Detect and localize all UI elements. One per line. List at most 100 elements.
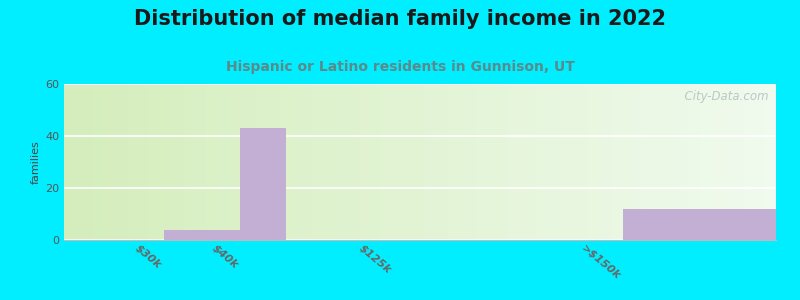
Bar: [228, 84, 231, 240]
Bar: [623, 84, 626, 240]
Bar: [509, 84, 513, 240]
Bar: [185, 84, 189, 240]
Bar: [346, 84, 349, 240]
Text: Distribution of median family income in 2022: Distribution of median family income in …: [134, 9, 666, 29]
Bar: [338, 84, 342, 240]
Bar: [217, 84, 221, 240]
Bar: [402, 84, 406, 240]
Bar: [702, 84, 705, 240]
Bar: [502, 84, 506, 240]
Bar: [637, 84, 641, 240]
Bar: [96, 84, 100, 240]
Bar: [562, 84, 566, 240]
Bar: [150, 84, 153, 240]
Bar: [89, 84, 93, 240]
Bar: [174, 84, 178, 240]
Bar: [242, 84, 246, 240]
Bar: [619, 84, 623, 240]
Bar: [434, 84, 438, 240]
Bar: [110, 84, 114, 240]
Bar: [153, 84, 157, 240]
Bar: [570, 84, 573, 240]
Bar: [189, 84, 192, 240]
Bar: [481, 84, 484, 240]
Bar: [210, 84, 214, 240]
Bar: [256, 84, 260, 240]
Bar: [395, 84, 398, 240]
Bar: [591, 84, 594, 240]
Bar: [391, 84, 395, 240]
Bar: [612, 84, 616, 240]
Bar: [598, 84, 602, 240]
Bar: [566, 84, 570, 240]
Bar: [249, 84, 253, 240]
Bar: [231, 84, 235, 240]
Bar: [246, 84, 249, 240]
Bar: [406, 84, 410, 240]
Bar: [263, 84, 267, 240]
Bar: [82, 84, 86, 240]
Bar: [594, 84, 598, 240]
Text: Hispanic or Latino residents in Gunnison, UT: Hispanic or Latino residents in Gunnison…: [226, 60, 574, 74]
Bar: [64, 84, 67, 240]
Bar: [384, 84, 388, 240]
Bar: [366, 84, 370, 240]
Bar: [698, 84, 702, 240]
Bar: [93, 84, 96, 240]
Bar: [278, 84, 281, 240]
Bar: [221, 84, 224, 240]
Bar: [641, 84, 644, 240]
Bar: [555, 84, 559, 240]
Bar: [420, 84, 423, 240]
Bar: [754, 84, 758, 240]
Bar: [324, 84, 327, 240]
Bar: [71, 84, 74, 240]
Bar: [488, 84, 491, 240]
Bar: [747, 84, 751, 240]
Bar: [445, 84, 449, 240]
Bar: [459, 84, 462, 240]
Bar: [285, 84, 288, 240]
Bar: [534, 84, 538, 240]
Bar: [167, 84, 171, 240]
Bar: [687, 84, 690, 240]
Bar: [630, 84, 634, 240]
Bar: [224, 84, 228, 240]
Bar: [530, 84, 534, 240]
Bar: [577, 84, 580, 240]
Bar: [559, 84, 562, 240]
Bar: [163, 230, 240, 240]
Bar: [623, 209, 800, 240]
Bar: [726, 84, 730, 240]
Bar: [662, 84, 666, 240]
Bar: [313, 84, 317, 240]
Bar: [506, 84, 509, 240]
Bar: [99, 84, 103, 240]
Bar: [744, 84, 747, 240]
Bar: [267, 84, 270, 240]
Bar: [292, 84, 295, 240]
Bar: [363, 84, 366, 240]
Bar: [106, 84, 110, 240]
Bar: [751, 84, 754, 240]
Bar: [302, 84, 306, 240]
Bar: [125, 84, 128, 240]
Bar: [157, 84, 160, 240]
Bar: [320, 84, 324, 240]
Text: City-Data.com: City-Data.com: [678, 90, 769, 103]
Bar: [438, 84, 442, 240]
Bar: [398, 84, 402, 240]
Bar: [374, 84, 378, 240]
Bar: [520, 84, 523, 240]
Bar: [722, 84, 726, 240]
Bar: [203, 84, 206, 240]
Bar: [128, 84, 132, 240]
Bar: [730, 84, 734, 240]
Bar: [86, 84, 89, 240]
Bar: [616, 84, 619, 240]
Bar: [526, 84, 530, 240]
Bar: [741, 84, 744, 240]
Bar: [470, 84, 474, 240]
Bar: [494, 84, 498, 240]
Bar: [769, 84, 773, 240]
